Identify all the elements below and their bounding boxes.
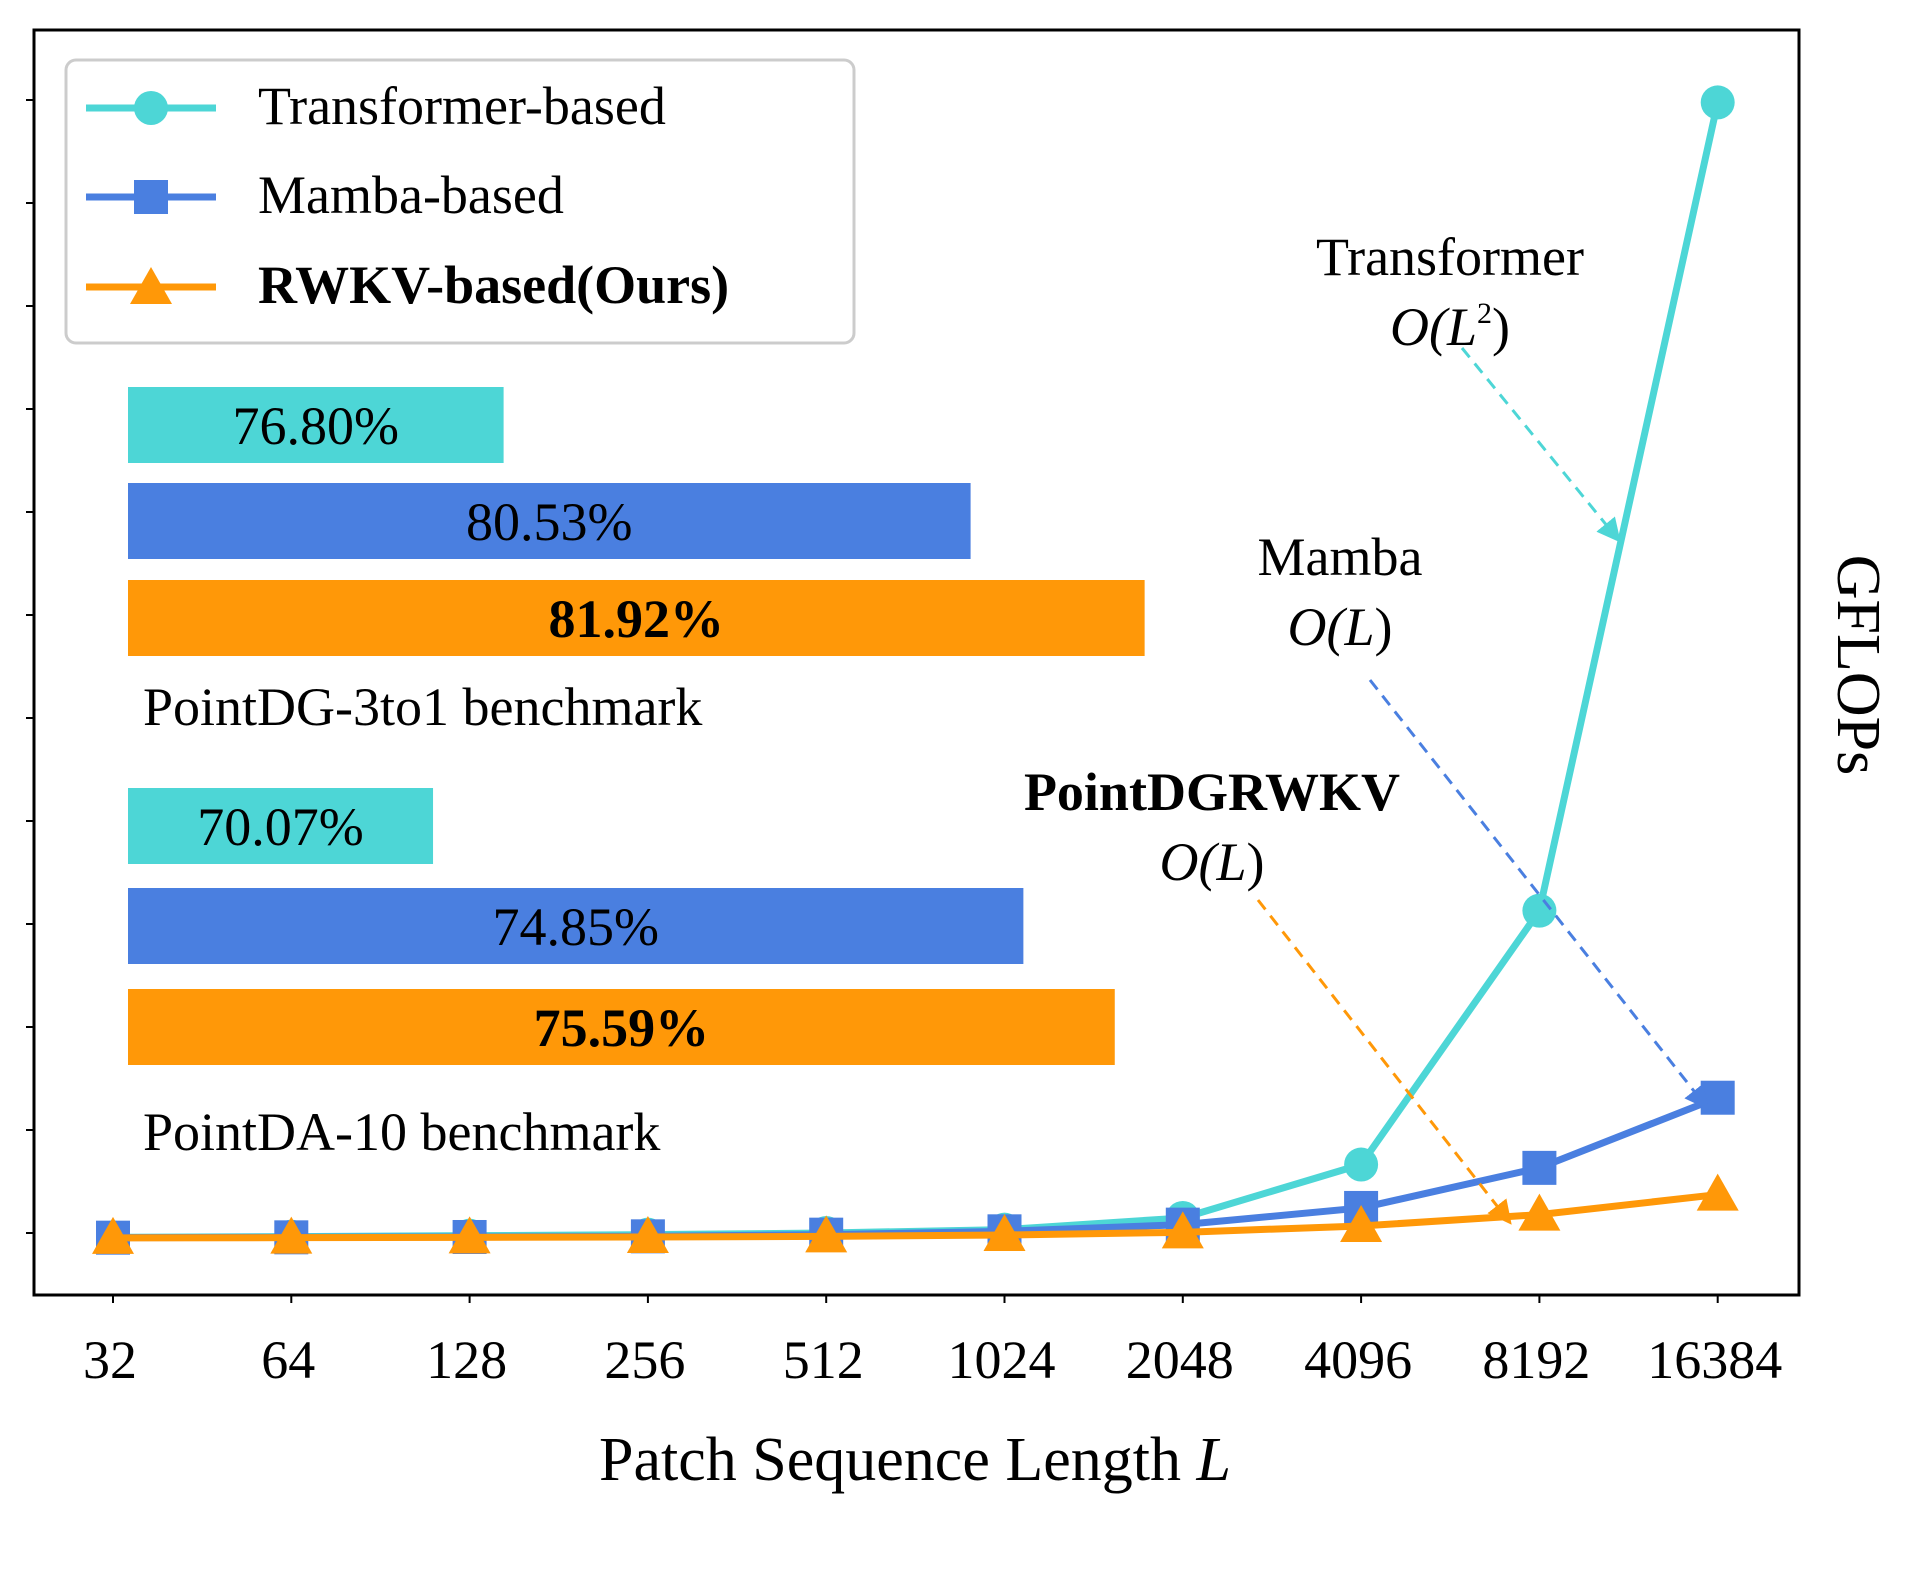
benchmark-name-1: PointDG-3to1 benchmark: [143, 677, 702, 737]
legend-circle-marker: [134, 91, 168, 125]
benchmark-1: 76.80% 80.53% 81.92% PointDG-3to1 benchmark: [128, 387, 1145, 737]
point-transformer-8192: [1522, 893, 1557, 928]
legend-label-mamba: Mamba-based: [258, 165, 564, 225]
rwkv-arrow: [1256, 899, 1512, 1225]
bench-bar-2-1: [128, 788, 434, 864]
legend-label-rwkv: RWKV-based(Ours): [258, 255, 729, 315]
legend-triangle-marker: [130, 267, 172, 304]
legend-item-transformer: Transformer-based: [86, 76, 666, 136]
y-ticks: [26, 99, 34, 1234]
point-mamba-16384: [1700, 1080, 1735, 1115]
annotation-rwkv-o: O(L: [1160, 832, 1247, 892]
x-tick-labels: 32 64 128 256 512 1024 2048 4096 8192 16384: [83, 1295, 1782, 1390]
x-tick-label-32: 32: [83, 1330, 137, 1390]
bench-bar-1-1: [128, 387, 504, 463]
point-rwkv-64: [270, 1216, 313, 1254]
bench-bar-label-2-1: 70.07%: [197, 797, 363, 857]
benchmark-bars: 76.80% 80.53% 81.92% PointDG-3to1 benchmark…: [128, 387, 1145, 1162]
annotation-mamba-close: ): [1375, 597, 1393, 657]
x-tick-label-2048: 2048: [1126, 1330, 1234, 1390]
annotation-rwkv-title: PointDGRWKV: [1024, 762, 1400, 822]
point-rwkv-512: [805, 1215, 848, 1253]
x-tick-label-1024: 1024: [948, 1330, 1056, 1390]
legend-item-rwkv: RWKV-based(Ours): [86, 255, 729, 315]
bench-bar-label-2-3: 75.59%: [534, 998, 710, 1058]
bench-bar-1-3: [128, 580, 1145, 656]
point-rwkv-256: [626, 1215, 669, 1253]
annotation-mamba-o: O(L: [1288, 597, 1375, 657]
legend: Transformer-based Mamba-based RWKV-based…: [64, 58, 856, 345]
annotation-rwkv-complexity: O(L): [1160, 832, 1265, 892]
point-transformer-4096: [1344, 1147, 1379, 1182]
annotation-transformer-title: Transformer: [1316, 227, 1584, 287]
annotations: Transformer O(L2) Mamba O(L) PointDGRWKV…: [1024, 227, 1584, 892]
legend-square-marker: [134, 180, 168, 214]
point-rwkv-32: [92, 1216, 134, 1254]
transformer-arrow: [1460, 347, 1621, 543]
series-line-rwkv: [112, 1191, 1719, 1242]
point-mamba-8192: [1522, 1150, 1557, 1185]
legend-label-transformer: Transformer-based: [258, 76, 666, 136]
point-rwkv-2048: [1161, 1211, 1204, 1249]
x-tick-label-128: 128: [426, 1330, 507, 1390]
annotation-arrows: [1256, 347, 1709, 1225]
x-tick-label-512: 512: [783, 1330, 864, 1390]
annotation-transformer-o: O(L: [1390, 297, 1477, 357]
bench-bar-2-2: [128, 888, 1024, 964]
x-tick-label-16384: 16384: [1647, 1330, 1782, 1390]
point-rwkv-1024: [983, 1213, 1026, 1251]
x-tick-label-64: 64: [261, 1330, 315, 1390]
y-axis-label: GFLOPs: [1824, 555, 1892, 776]
x-axis-label-text: Patch Sequence Length: [599, 1426, 1196, 1494]
series-rwkv: [92, 1173, 1739, 1254]
point-rwkv-16384: [1696, 1173, 1739, 1211]
bench-bar-2-3: [128, 989, 1115, 1065]
benchmark-name-2: PointDA-10 benchmark: [143, 1102, 660, 1162]
bench-bar-label-1-2: 80.53%: [466, 492, 632, 552]
bench-bar-label-1-1: 76.80%: [233, 396, 399, 456]
point-transformer-16384: [1700, 85, 1735, 120]
point-rwkv-128: [448, 1216, 491, 1254]
x-axis-label: Patch Sequence Length L: [599, 1426, 1231, 1494]
x-tick-label-8192: 8192: [1482, 1330, 1590, 1390]
annotation-transformer-complexity: O(L2): [1390, 297, 1510, 357]
bench-bar-1-2: [128, 483, 971, 559]
annotation-transformer-sup: 2: [1477, 297, 1492, 330]
legend-box: [64, 58, 856, 345]
benchmark-2: 70.07% 74.85% 75.59% PointDA-10 benchmark: [128, 788, 1115, 1162]
series-lines: [92, 85, 1739, 1255]
legend-item-mamba: Mamba-based: [86, 165, 564, 225]
point-rwkv-4096: [1340, 1204, 1383, 1242]
bench-bar-label-2-2: 74.85%: [492, 897, 658, 957]
annotation-mamba-title: Mamba: [1258, 527, 1423, 587]
annotation-transformer-close: ): [1492, 297, 1510, 357]
point-rwkv-8192: [1518, 1193, 1561, 1231]
annotation-mamba-complexity: O(L): [1288, 597, 1393, 657]
x-axis-label-var: L: [1195, 1426, 1230, 1494]
x-tick-label-256: 256: [604, 1330, 685, 1390]
bench-bar-label-1-3: 81.92%: [549, 589, 725, 649]
mamba-arrow: [1368, 679, 1709, 1110]
annotation-rwkv-close: ): [1247, 832, 1265, 892]
x-tick-label-4096: 4096: [1304, 1330, 1412, 1390]
